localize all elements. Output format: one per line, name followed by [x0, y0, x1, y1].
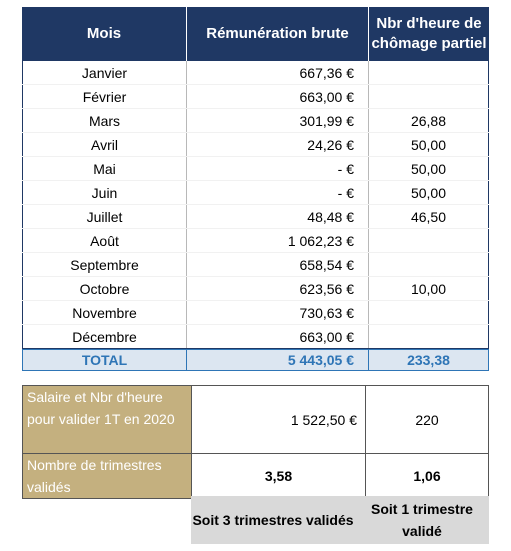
- table-header: Mois Rémunération brute Nbr d'heure de c…: [22, 7, 489, 61]
- remuneration-cell: 730,63 €: [187, 301, 369, 324]
- table-row: Août 1 062,23 €: [22, 229, 489, 253]
- remuneration-cell: 658,54 €: [187, 253, 369, 276]
- remuneration-cell: 1 062,23 €: [187, 229, 369, 252]
- table-row: Mars 301,99 €26,88: [22, 109, 489, 133]
- total-label: TOTAL: [23, 350, 187, 370]
- chomage-cell: 10,00: [369, 277, 489, 300]
- remuneration-cell: 663,00 €: [187, 85, 369, 108]
- remuneration-cell: 663,00 €: [187, 325, 369, 348]
- chomage-cell: 50,00: [369, 133, 489, 156]
- table-row: Septembre 658,54 €: [22, 253, 489, 277]
- chomage-cell: 50,00: [369, 157, 489, 180]
- month-cell: Août: [22, 229, 187, 252]
- table-row: Février 663,00 €: [22, 85, 489, 109]
- chomage-cell: 50,00: [369, 181, 489, 204]
- summary-row-quarters: Nombre de trimestres validés 3,58 1,06: [23, 454, 488, 498]
- chomage-cell: [369, 325, 489, 348]
- remuneration-cell: 623,56 €: [187, 277, 369, 300]
- table-row: Avril 24,26 €50,00: [22, 133, 489, 157]
- chomage-cell: 26,88: [369, 109, 489, 132]
- month-cell: Septembre: [22, 253, 187, 276]
- month-cell: Juillet: [22, 205, 187, 228]
- month-cell: Avril: [22, 133, 187, 156]
- remuneration-cell: 667,36 €: [187, 61, 369, 84]
- table-row: Janvier 667,36 €: [22, 61, 489, 85]
- threshold-remuneration: 1 522,50 €: [192, 386, 366, 453]
- summary-row-threshold: Salaire et Nbr d'heure pour valider 1T e…: [23, 386, 488, 454]
- quarters-label: Nombre de trimestres validés: [23, 454, 192, 498]
- threshold-label: Salaire et Nbr d'heure pour valider 1T e…: [23, 386, 192, 453]
- month-cell: Juin: [22, 181, 187, 204]
- month-cell: Octobre: [22, 277, 187, 300]
- chomage-cell: [369, 253, 489, 276]
- remuneration-cell: - €: [187, 181, 369, 204]
- summary-table: Salaire et Nbr d'heure pour valider 1T e…: [22, 385, 489, 499]
- month-cell: Décembre: [22, 325, 187, 348]
- total-remuneration: 5 443,05 €: [187, 350, 369, 370]
- total-row: TOTAL 5 443,05 € 233,38: [22, 349, 489, 371]
- footer-remuneration: Soit 3 trimestres validés: [191, 496, 355, 544]
- salary-table: Mois Rémunération brute Nbr d'heure de c…: [22, 7, 489, 371]
- table-body: Janvier 667,36 € Février 663,00 € Mars 301,99…: [22, 61, 489, 349]
- remuneration-cell: 24,26 €: [187, 133, 369, 156]
- table-row: Novembre 730,63 €: [22, 301, 489, 325]
- remuneration-cell: 48,48 €: [187, 205, 369, 228]
- table-row: Décembre 663,00 €: [22, 325, 489, 349]
- remuneration-cell: 301,99 €: [187, 109, 369, 132]
- month-cell: Mai: [22, 157, 187, 180]
- summary-footer: Soit 3 trimestres validés Soit 1 trimest…: [191, 496, 489, 544]
- footer-chomage: Soit 1 trimestre validé: [355, 496, 489, 544]
- total-chomage: 233,38: [407, 352, 450, 368]
- chomage-cell: [369, 229, 489, 252]
- table-row: Mai - €50,00: [22, 157, 489, 181]
- month-cell: Janvier: [22, 61, 187, 84]
- table-row: Octobre 623,56 €10,00: [22, 277, 489, 301]
- quarters-chomage: 1,06: [413, 468, 441, 484]
- threshold-chomage: 220: [415, 411, 439, 428]
- header-mois: Mois: [22, 7, 187, 61]
- month-cell: Novembre: [22, 301, 187, 324]
- remuneration-cell: - €: [187, 157, 369, 180]
- header-remuneration: Rémunération brute: [187, 7, 369, 61]
- table-row: Juillet 48,48 €46,50: [22, 205, 489, 229]
- chomage-cell: [369, 61, 489, 84]
- chomage-cell: 46,50: [369, 205, 489, 228]
- chomage-cell: [369, 301, 489, 324]
- table-row: Juin - €50,00: [22, 181, 489, 205]
- quarters-remuneration: 3,58: [192, 454, 366, 498]
- header-chomage: Nbr d'heure de chômage partiel: [371, 15, 487, 52]
- chomage-cell: [369, 85, 489, 108]
- month-cell: Février: [22, 85, 187, 108]
- month-cell: Mars: [22, 109, 187, 132]
